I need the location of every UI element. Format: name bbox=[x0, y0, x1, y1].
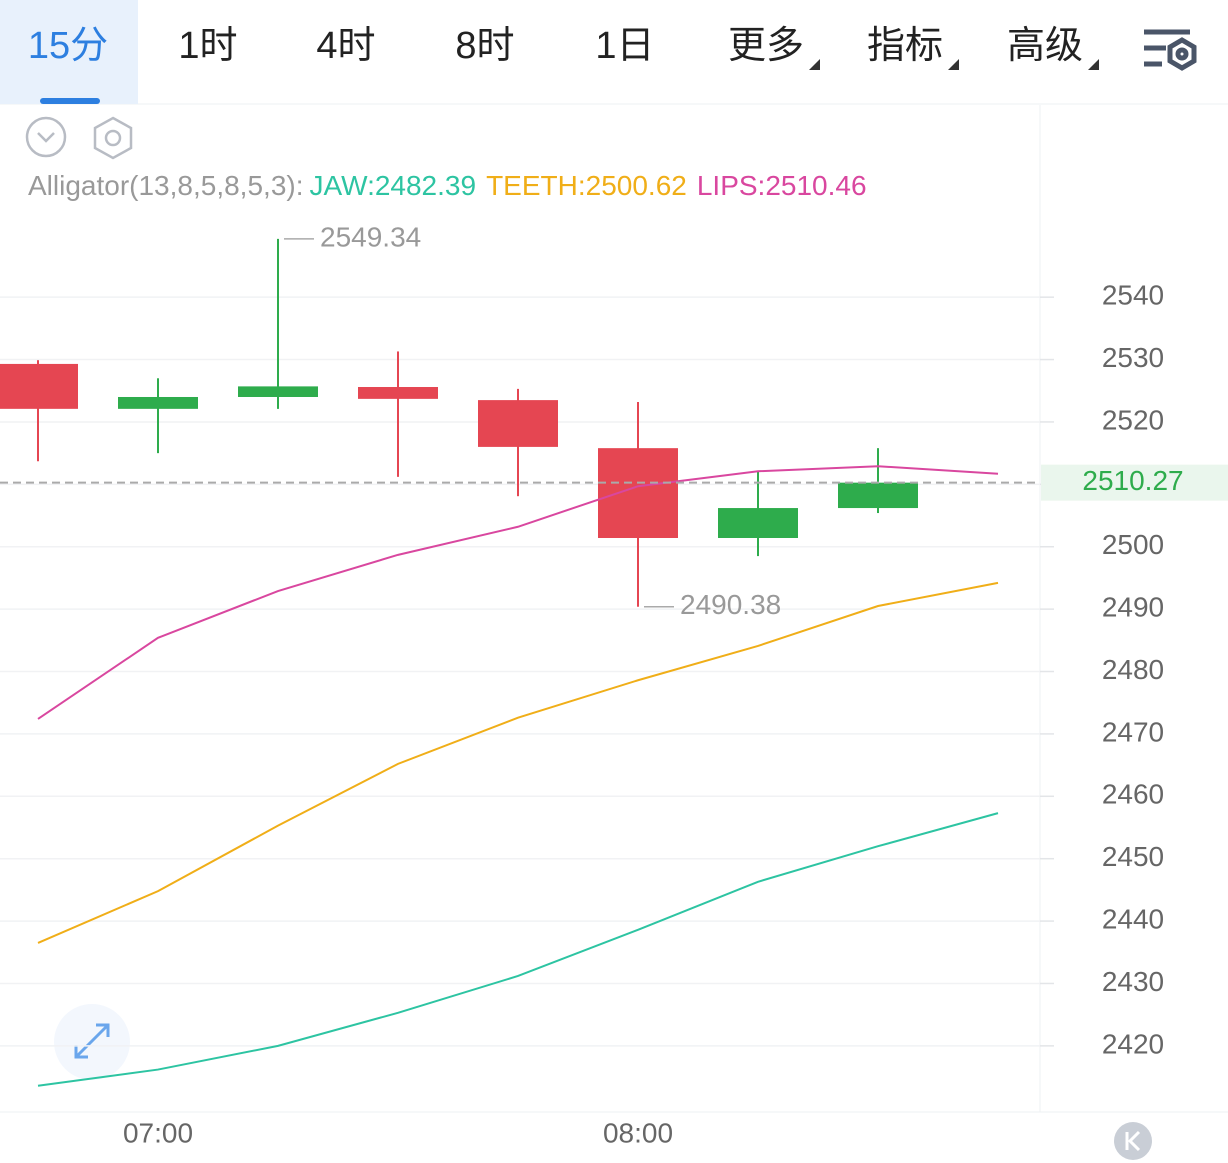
plot-area bbox=[0, 238, 999, 1087]
dropdown-caret bbox=[1088, 59, 1099, 70]
y-tick-label: 2470 bbox=[1102, 716, 1164, 747]
candle-body bbox=[718, 508, 798, 538]
y-tick-label: 2520 bbox=[1102, 404, 1164, 435]
alligator-line bbox=[37, 812, 999, 1087]
y-tick-label: 2490 bbox=[1102, 592, 1164, 623]
timeframe-tab[interactable]: 1时 bbox=[178, 25, 237, 67]
legend-series-value: 2482.39 bbox=[375, 170, 476, 201]
legend-separator: : bbox=[367, 170, 375, 201]
candle-body bbox=[118, 396, 198, 409]
timeframe-tab[interactable]: 8时 bbox=[455, 25, 514, 67]
indicator-legend: Alligator(13,8,5,8,5,3): JAW:2482.39 TEETH… bbox=[28, 170, 867, 201]
dropdown-caret bbox=[809, 59, 820, 70]
y-tick-label: 2530 bbox=[1102, 342, 1164, 373]
k-button[interactable] bbox=[1114, 1122, 1152, 1160]
alligator-line bbox=[37, 465, 999, 720]
candle-body bbox=[598, 448, 678, 538]
legend-series-value: 2510.46 bbox=[765, 170, 866, 201]
y-tick-label: 2540 bbox=[1102, 280, 1164, 311]
x-tick-label: 07:00 bbox=[123, 1117, 193, 1148]
y-tick-label: 2440 bbox=[1102, 903, 1164, 934]
legend-series-name: LIPS bbox=[697, 170, 758, 201]
active-tab-bg bbox=[0, 0, 138, 104]
timeframe-tab[interactable]: 更多 bbox=[728, 25, 804, 67]
timeframe-tab[interactable]: 4时 bbox=[316, 25, 375, 67]
current-price-badge bbox=[1041, 464, 1228, 501]
y-tick-label: 2420 bbox=[1102, 1028, 1164, 1059]
candle-body bbox=[358, 387, 438, 399]
legend-series-name: TEETH bbox=[486, 170, 578, 201]
candle-body bbox=[0, 363, 78, 409]
y-tick-label: 2480 bbox=[1102, 654, 1164, 685]
candle-body bbox=[478, 400, 558, 447]
y-tick-label: 2450 bbox=[1102, 841, 1164, 872]
extreme-label: 2549.34 bbox=[320, 221, 421, 252]
timeframe-tab[interactable]: 15分 bbox=[28, 25, 108, 67]
collapse-icon[interactable] bbox=[25, 116, 67, 158]
settings-icon[interactable] bbox=[1144, 29, 1197, 71]
dropdown-caret bbox=[948, 59, 959, 70]
timeframe-tab[interactable]: 1日 bbox=[595, 25, 654, 67]
legend-separator: : bbox=[578, 170, 586, 201]
y-tick-label: 2500 bbox=[1102, 529, 1164, 560]
legend-separator: : bbox=[758, 170, 766, 201]
candle-body bbox=[238, 386, 318, 397]
expand-button[interactable] bbox=[54, 1004, 130, 1080]
timeframe-tab[interactable]: 高级 bbox=[1007, 25, 1083, 67]
extreme-label: 2490.38 bbox=[680, 589, 781, 620]
x-tick-label: 08:00 bbox=[603, 1117, 673, 1148]
y-tick-label: 2430 bbox=[1102, 966, 1164, 997]
y-tick-label: 2460 bbox=[1102, 779, 1164, 810]
current-price-label: 2510.27 bbox=[1082, 465, 1183, 496]
legend-series-name: JAW bbox=[310, 170, 369, 201]
legend-series-value: 2500.62 bbox=[586, 170, 687, 201]
candle-body bbox=[838, 482, 918, 509]
active-tab-indicator bbox=[40, 98, 100, 104]
indicator-name: Alligator(13,8,5,8,5,3): bbox=[28, 170, 304, 201]
alligator-line bbox=[37, 581, 999, 944]
timeframe-tab[interactable]: 指标 bbox=[867, 25, 943, 67]
indicator-settings-icon[interactable] bbox=[93, 116, 133, 160]
